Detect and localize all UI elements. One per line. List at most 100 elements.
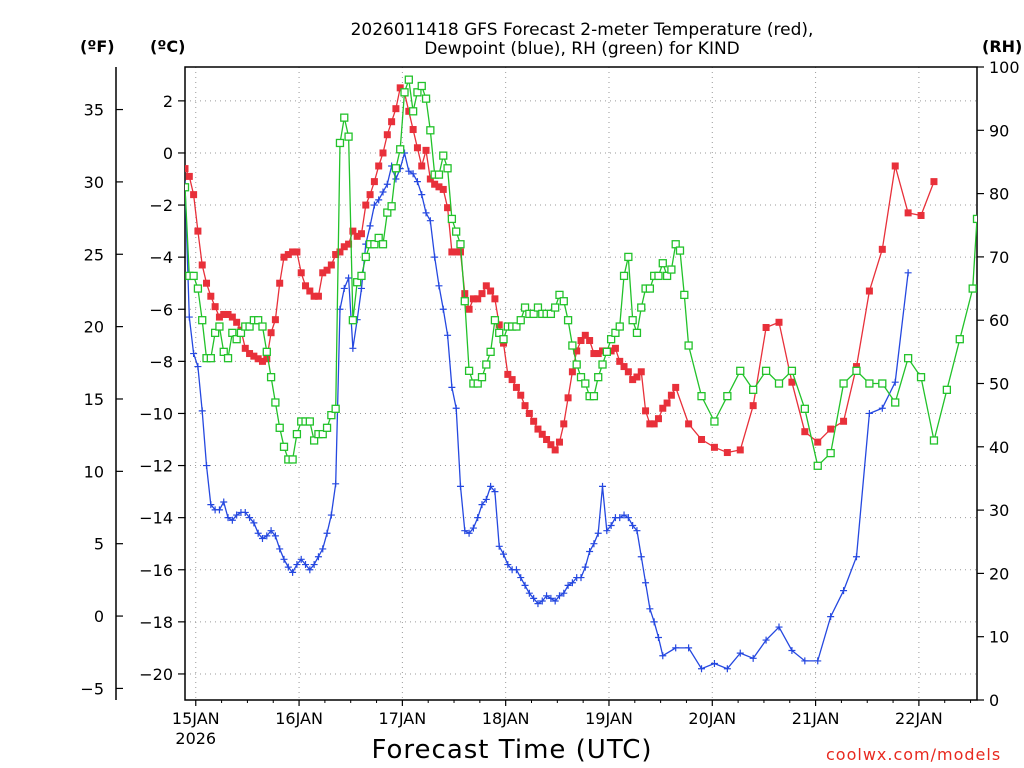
dewpoint-point: [512, 566, 520, 574]
fahrenheit-tick-label: 25: [84, 245, 104, 264]
temperature-point: [698, 436, 706, 444]
dewpoint-point: [710, 660, 718, 668]
temperature-point: [672, 383, 680, 391]
temperature-point: [267, 329, 275, 337]
rh-point: [499, 335, 508, 344]
dewpoint-point: [345, 274, 353, 282]
temperature-point: [878, 245, 886, 253]
rh-point: [761, 366, 771, 375]
temperature-point: [353, 232, 361, 240]
rh-point: [396, 145, 405, 154]
dewpoint-point: [349, 344, 357, 352]
dewpoint-point: [659, 652, 667, 660]
dewpoint-point: [357, 284, 365, 292]
rh-tick-label: 0: [989, 691, 999, 710]
unit-label-fahrenheit: (ºF): [80, 37, 115, 56]
fahrenheit-tick-label: 15: [84, 390, 104, 409]
fahrenheit-tick-label: 5: [94, 535, 104, 554]
rh-tick-label: 100: [989, 58, 1020, 77]
temperature-point: [538, 430, 546, 438]
axes: [115, 66, 984, 706]
rh-point: [916, 373, 926, 382]
dewpoint-point: [319, 545, 327, 553]
dewpoint-point: [620, 511, 628, 519]
dewpoint-point: [332, 480, 340, 488]
dewpoint-point: [254, 529, 262, 537]
temperature-point: [396, 84, 404, 92]
rh-point: [697, 392, 706, 401]
rh-point: [198, 316, 207, 325]
dewpoint-point: [500, 550, 508, 558]
temperature-point: [340, 243, 348, 251]
temperature-point: [659, 404, 667, 412]
dewpoint-point: [366, 222, 374, 230]
dewpoint-point: [452, 404, 460, 412]
temperature-point: [241, 344, 249, 352]
dewpoint-point: [302, 561, 310, 569]
temperature-point: [349, 227, 357, 235]
dewpoint-point: [538, 597, 546, 605]
dewpoint-point: [246, 514, 254, 522]
dewpoint-point: [504, 561, 512, 569]
temperature-point: [547, 441, 555, 449]
temperature-point: [917, 211, 925, 219]
rh-point: [611, 328, 620, 338]
dewpoint-point: [904, 269, 912, 277]
dewpoint-point: [590, 540, 598, 548]
rh-point: [942, 385, 952, 394]
temperature-point: [254, 355, 262, 363]
dewpoint-point: [788, 647, 796, 655]
temperature-point: [228, 313, 236, 321]
dewpoint-point: [840, 587, 848, 595]
plot-frame: [184, 66, 978, 701]
rh-point: [258, 322, 267, 331]
temperature-point: [388, 118, 396, 126]
rh-point: [185, 183, 190, 192]
rh-point: [210, 328, 220, 338]
temperature-point: [814, 438, 822, 446]
rh-point: [262, 347, 271, 357]
dewpoint-point: [650, 618, 658, 626]
dewpoint-point: [607, 521, 615, 529]
dewpoint-point: [560, 589, 568, 597]
chart-title-line2: Dewpoint (blue), RH (green) for KIND: [424, 39, 740, 59]
dewpoint-point: [435, 282, 443, 290]
dewpoint-point: [250, 519, 258, 527]
dewpoint-point: [392, 175, 400, 183]
rh-point: [456, 240, 465, 249]
rh-point: [594, 373, 603, 382]
rh-point: [482, 360, 491, 369]
rh-point: [219, 347, 228, 357]
temperature-point: [392, 105, 400, 113]
series-line: [185, 86, 935, 454]
rh-point: [353, 278, 362, 287]
rh-point: [551, 303, 560, 312]
rh-point: [374, 233, 383, 243]
temperature-point: [852, 363, 860, 371]
dewpoint-point: [228, 516, 236, 524]
x-tick-sublabel: 2026: [175, 729, 216, 748]
temperature-point: [560, 420, 568, 428]
rh-point: [439, 151, 448, 160]
temperature-point: [246, 350, 254, 358]
temperature-point: [258, 357, 266, 365]
temperature-point: [642, 407, 650, 415]
temperature-point: [207, 292, 215, 300]
temperature-point: [586, 337, 594, 345]
dewpoint-point: [405, 167, 413, 175]
dewpoint-point: [865, 409, 873, 417]
rh-point: [568, 341, 577, 350]
rh-point: [555, 290, 564, 300]
rh-point: [628, 316, 637, 325]
rh-point: [271, 398, 280, 407]
rh-point: [658, 259, 667, 268]
temperature-point: [215, 313, 223, 321]
temperature-point: [512, 383, 520, 391]
dewpoint-point: [413, 178, 421, 186]
temperature-point: [646, 420, 654, 428]
x-tick-label: 20JAN: [688, 709, 736, 728]
rh-point: [279, 442, 289, 451]
rh-point: [370, 240, 379, 249]
dewpoint-point: [263, 532, 271, 540]
rh-point: [434, 170, 444, 179]
